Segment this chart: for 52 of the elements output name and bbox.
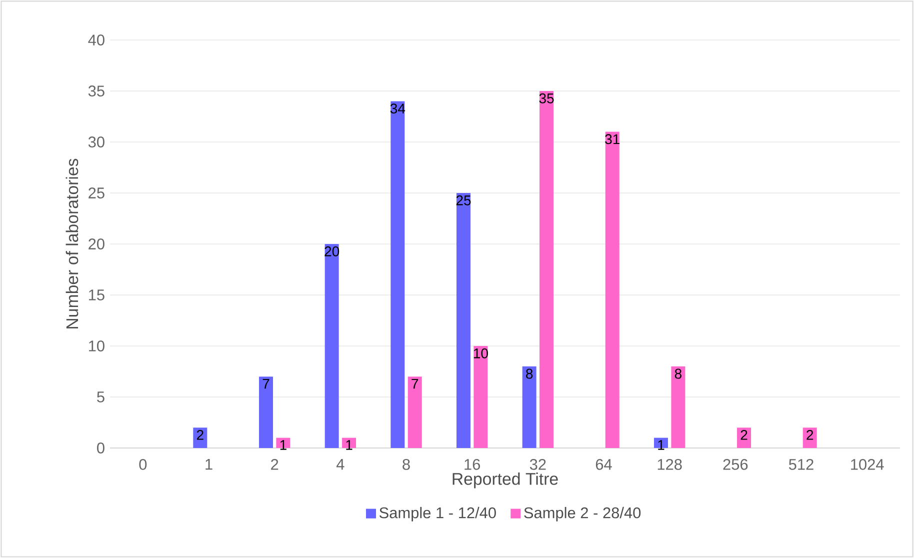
bar bbox=[193, 428, 208, 448]
data-label: 34 bbox=[390, 104, 406, 114]
data-label: 10 bbox=[474, 348, 488, 358]
data-label: 2 bbox=[806, 430, 814, 440]
bar bbox=[522, 366, 536, 448]
x-tick-label: 1024 bbox=[851, 458, 884, 470]
x-tick-label: 256 bbox=[723, 458, 748, 470]
bar bbox=[737, 428, 752, 448]
y-tick-label: 5 bbox=[97, 392, 104, 402]
x-tick-label: 16 bbox=[464, 458, 480, 470]
legend-label: Sample 2 - 28/40 bbox=[524, 506, 641, 522]
y-tick-label: 35 bbox=[88, 86, 104, 96]
x-axis-title: Reported Titre bbox=[452, 472, 558, 488]
data-label: 1 bbox=[658, 440, 664, 450]
y-tick-label: 10 bbox=[89, 340, 104, 352]
legend-label: Sample 1 - 12/40 bbox=[380, 506, 496, 522]
x-tick-label: 2 bbox=[271, 458, 278, 470]
bar bbox=[390, 101, 405, 448]
data-label: 8 bbox=[674, 368, 682, 379]
x-tick-label: 1 bbox=[206, 458, 212, 470]
bar bbox=[456, 192, 470, 448]
x-tick-label: 4 bbox=[336, 458, 344, 470]
bar bbox=[802, 428, 817, 448]
y-tick-label: 15 bbox=[89, 290, 104, 300]
y-axis-title: Number of laboratories bbox=[66, 158, 78, 328]
y-tick-label: 20 bbox=[88, 238, 104, 250]
y-tick-label: 25 bbox=[88, 188, 104, 198]
x-tick-label: 0 bbox=[139, 458, 147, 470]
bar bbox=[258, 376, 273, 448]
x-tick-label: 32 bbox=[530, 458, 546, 470]
y-tick-label: 30 bbox=[88, 136, 104, 148]
x-tick-label: 8 bbox=[402, 458, 410, 470]
bar bbox=[324, 244, 339, 448]
bar bbox=[474, 346, 488, 448]
data-label: 8 bbox=[526, 368, 533, 379]
y-tick-label: 0 bbox=[97, 442, 104, 454]
bar bbox=[605, 132, 620, 448]
data-label: 1 bbox=[346, 440, 352, 450]
x-tick-label: 64 bbox=[596, 458, 612, 470]
y-tick-label: 40 bbox=[88, 34, 104, 46]
bar bbox=[408, 376, 422, 448]
data-label: 2 bbox=[196, 430, 204, 440]
bar bbox=[671, 366, 686, 448]
data-label: 1 bbox=[280, 440, 286, 450]
data-label: 7 bbox=[412, 378, 418, 389]
data-label: 2 bbox=[740, 430, 748, 440]
bar bbox=[540, 90, 554, 448]
data-label: 31 bbox=[605, 134, 620, 144]
x-tick-label: 512 bbox=[788, 458, 814, 470]
data-label: 7 bbox=[262, 378, 270, 389]
bar bbox=[276, 438, 290, 448]
x-tick-label: 128 bbox=[658, 458, 682, 470]
